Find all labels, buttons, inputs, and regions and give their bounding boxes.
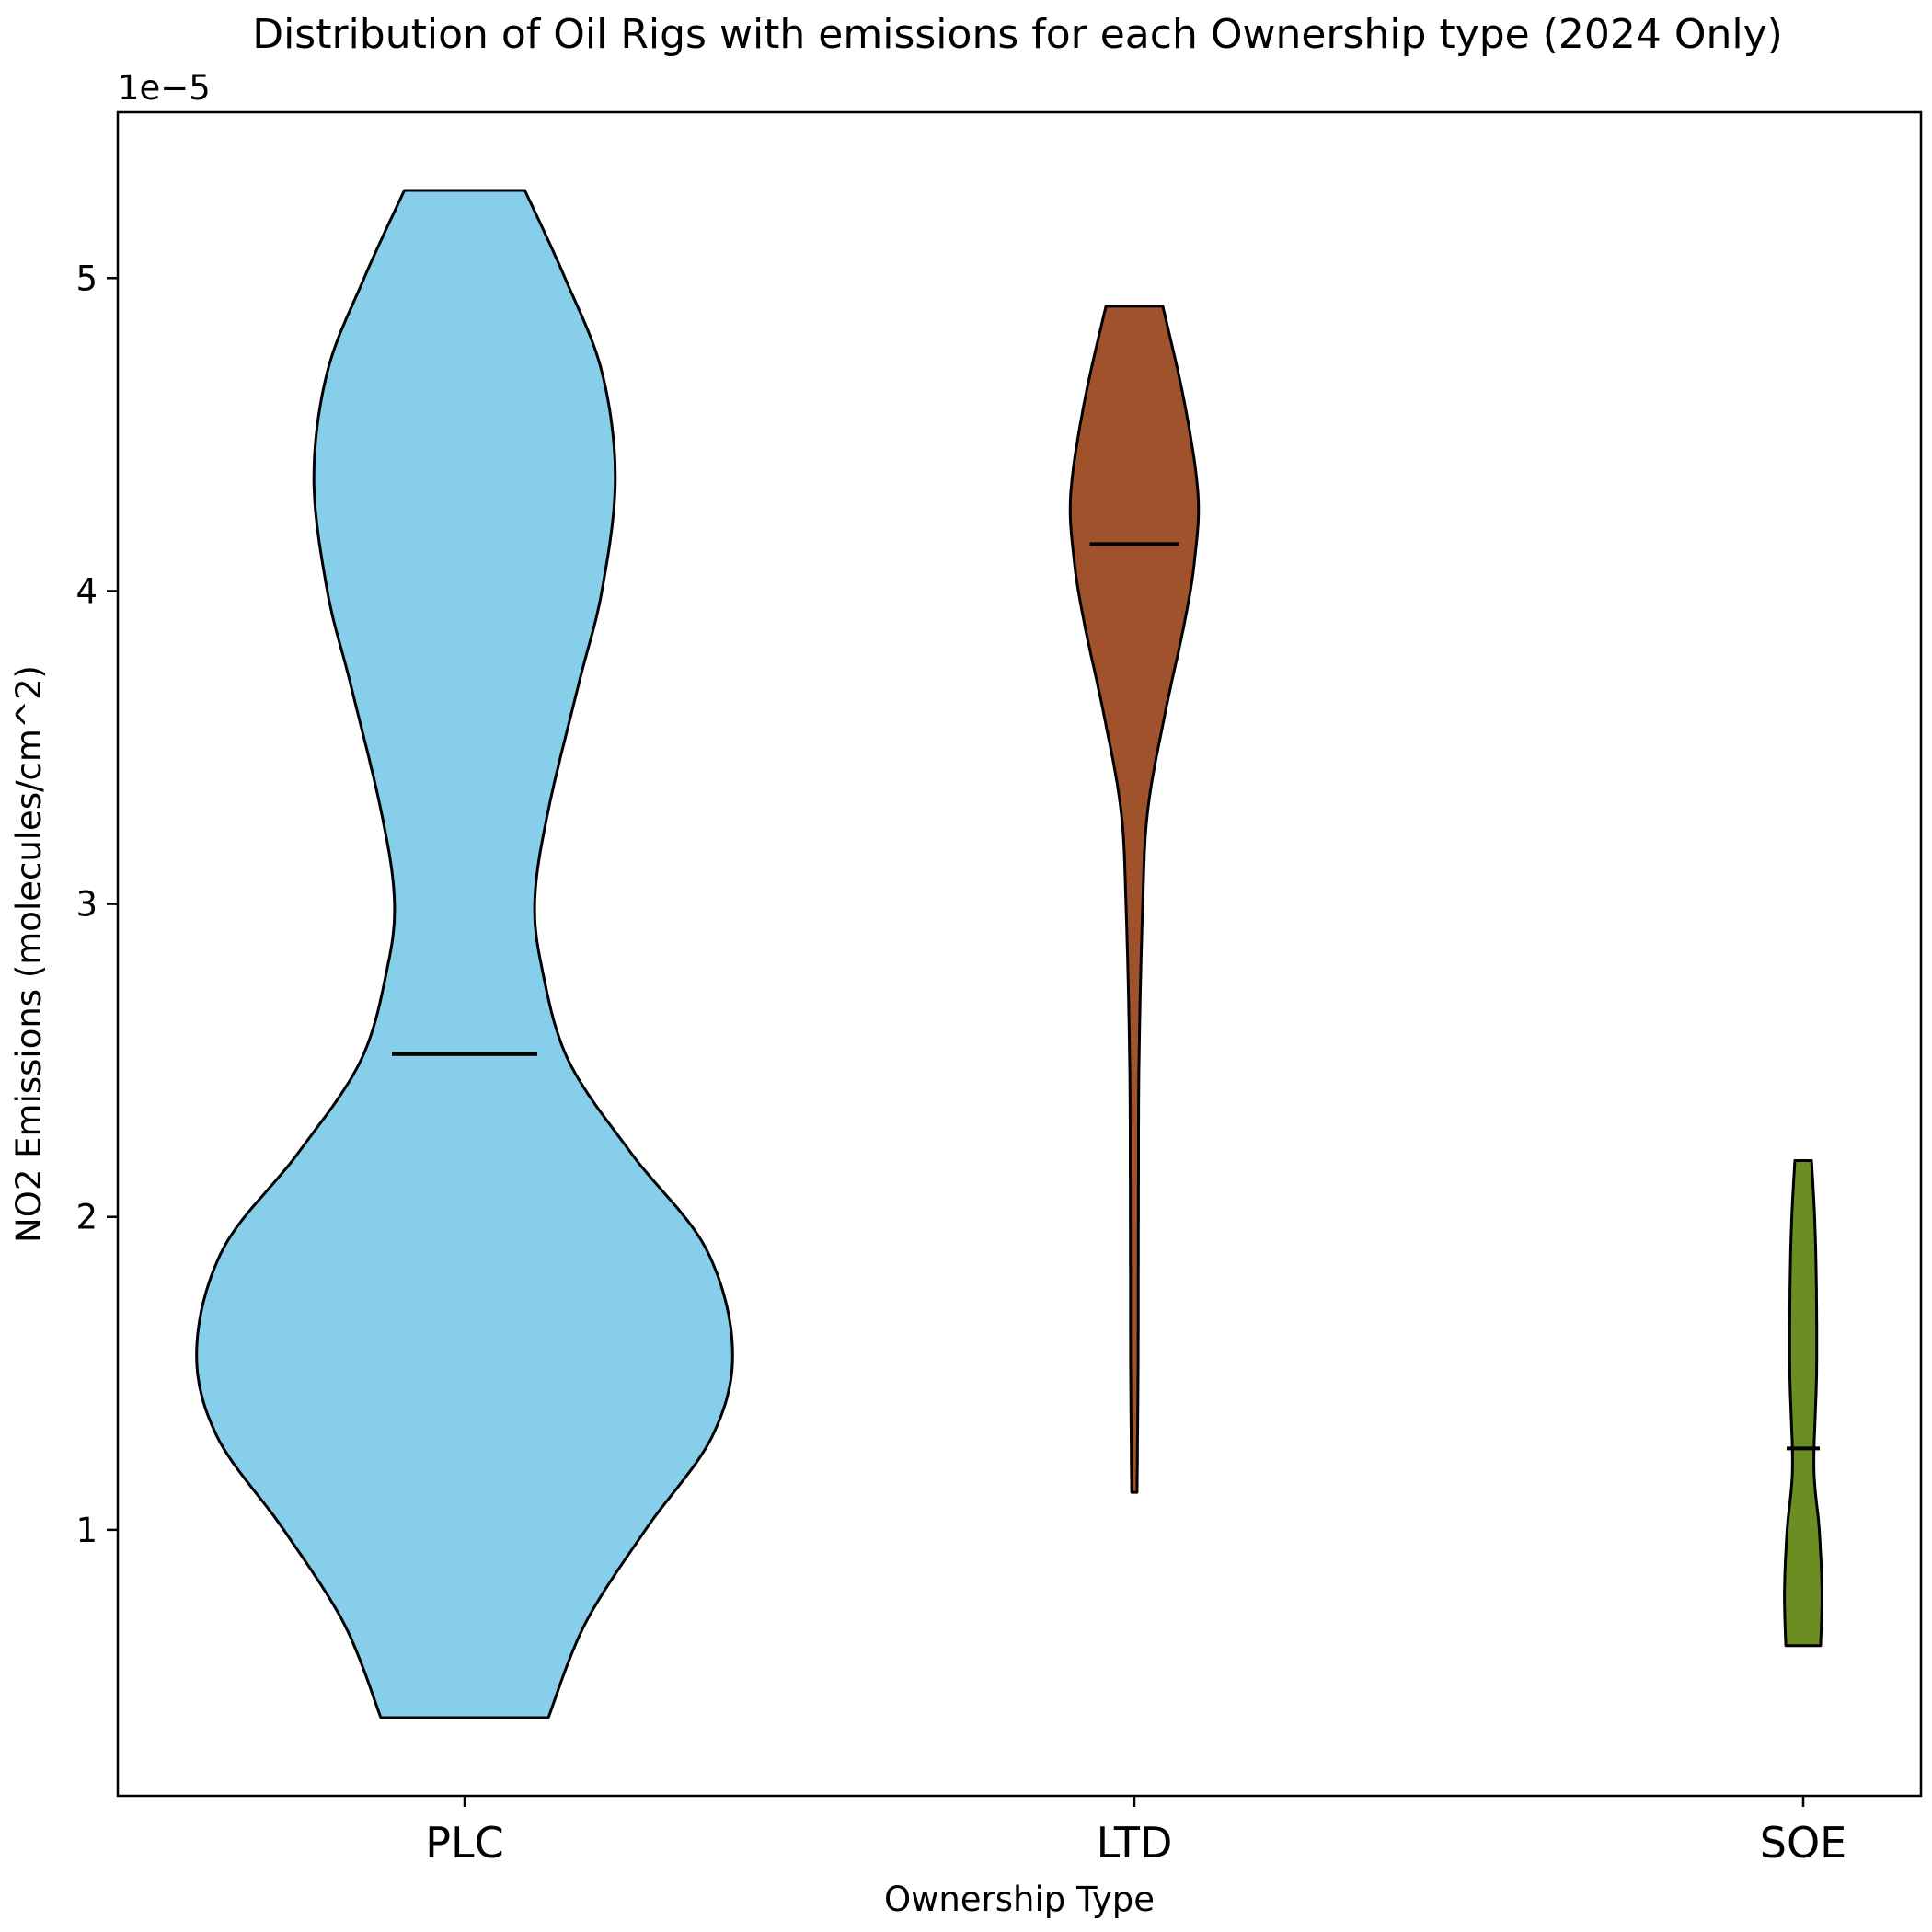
chart-title: Distribution of Oil Rigs with emissions … bbox=[252, 11, 1783, 58]
y-tick-label: 4 bbox=[75, 571, 98, 611]
x-tick-label-plc: PLC bbox=[425, 1818, 504, 1868]
violin-ltd bbox=[1068, 305, 1201, 1494]
tick-group: 1 2 3 4 5 PLC LTD SOE bbox=[75, 259, 1846, 1868]
plot-frame bbox=[116, 110, 1923, 1798]
y-tick-label: 2 bbox=[75, 1198, 98, 1237]
x-axis-label: Ownership Type bbox=[884, 1880, 1155, 1919]
x-tick-label-ltd: LTD bbox=[1097, 1818, 1173, 1868]
y-offset-label: 1e−5 bbox=[118, 68, 211, 108]
y-tick-label: 3 bbox=[75, 885, 98, 925]
x-tick-label-soe: SOE bbox=[1760, 1818, 1846, 1868]
violin-series-group bbox=[195, 189, 1823, 1719]
violin-plc bbox=[195, 189, 734, 1719]
y-tick-label: 5 bbox=[75, 259, 98, 298]
y-tick-label: 1 bbox=[75, 1511, 98, 1550]
y-axis-label: NO2 Emissions (molecules/cm^2) bbox=[9, 665, 49, 1243]
violin-soe bbox=[1783, 1159, 1823, 1648]
